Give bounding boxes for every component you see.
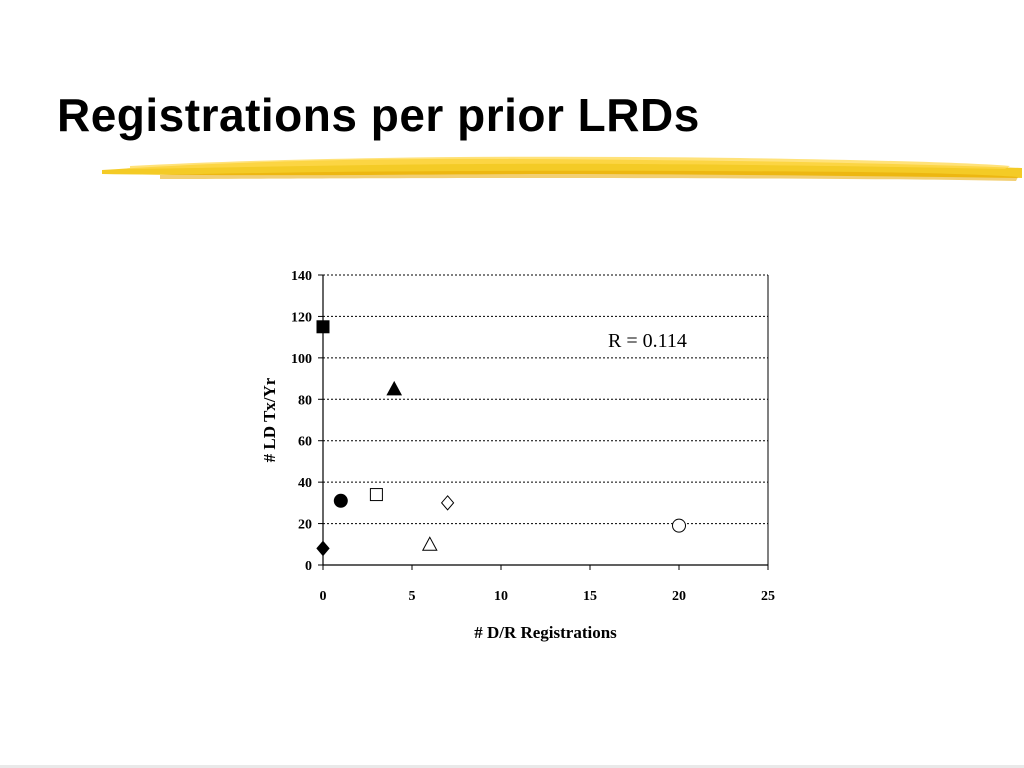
data-point-square-open bbox=[369, 488, 383, 502]
data-point-circle-open bbox=[672, 518, 686, 533]
plot-area-frame bbox=[323, 275, 768, 565]
data-point-diamond-open bbox=[440, 495, 455, 511]
brushstroke-group bbox=[102, 156, 1022, 181]
data-point-diamond-filled bbox=[316, 540, 330, 557]
data-point-circle-filled bbox=[333, 493, 348, 508]
x-tick-label: 10 bbox=[494, 589, 508, 604]
y-tick-label: 20 bbox=[298, 518, 312, 533]
x-tick-label: 5 bbox=[409, 589, 416, 604]
x-tick-label: 25 bbox=[761, 589, 775, 604]
slide-bottom-divider bbox=[0, 765, 1024, 768]
data-points bbox=[316, 320, 686, 557]
data-point-square-filled bbox=[316, 320, 330, 334]
brushstroke-shadow bbox=[160, 170, 1018, 181]
slide-title: Registrations per prior LRDs bbox=[57, 89, 700, 141]
x-tick-label: 0 bbox=[320, 589, 327, 604]
y-tick-label: 0 bbox=[305, 559, 312, 574]
y-tick-label: 120 bbox=[291, 310, 312, 325]
x-tick-label: 20 bbox=[672, 589, 686, 604]
y-tick-label: 40 bbox=[298, 476, 312, 491]
y-tick-label: 80 bbox=[298, 393, 312, 408]
brushstroke-highlight bbox=[130, 156, 1010, 169]
y-tick-label: 140 bbox=[291, 269, 312, 284]
x-axis-label: # D/R Registrations bbox=[474, 623, 617, 642]
tick-labels: 0 20 40 60 80 100 120 140 0 5 10 15 20 25 bbox=[291, 269, 775, 604]
y-tick-label: 100 bbox=[291, 352, 312, 367]
y-axis-label: # LD Tx/Yr bbox=[260, 377, 279, 462]
axes bbox=[318, 274, 769, 570]
correlation-annotation: R = 0.114 bbox=[608, 330, 687, 352]
data-point-triangle-filled bbox=[386, 380, 403, 396]
gridlines bbox=[323, 274, 768, 525]
data-point-triangle-open bbox=[421, 536, 438, 551]
x-tick-label: 15 bbox=[583, 589, 597, 604]
y-tick-label: 60 bbox=[298, 435, 312, 450]
title-underline-brushstroke bbox=[102, 156, 1022, 181]
